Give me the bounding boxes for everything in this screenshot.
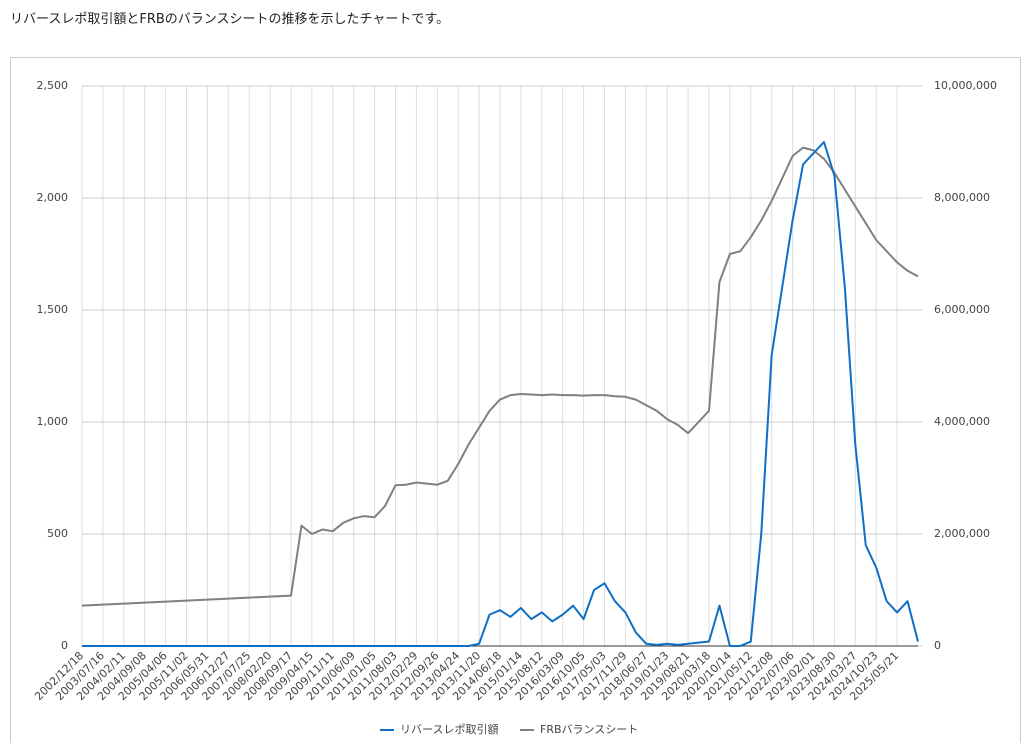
y2-tick-label: 6,000,000 <box>934 303 990 316</box>
y2-tick-label: 10,000,000 <box>934 79 997 92</box>
y2-tick-label: 8,000,000 <box>934 191 990 204</box>
chart-frame <box>10 57 1021 743</box>
y-tick-label: 0 <box>61 639 68 652</box>
y2-tick-label: 2,000,000 <box>934 527 990 540</box>
y-tick-label: 2,000 <box>37 191 69 204</box>
y2-tick-label: 0 <box>934 639 941 652</box>
y-tick-label: 2,500 <box>37 79 69 92</box>
y2-tick-label: 4,000,000 <box>934 415 990 428</box>
y-tick-label: 1,000 <box>37 415 69 428</box>
legend-label: FRBバランスシート <box>540 723 638 736</box>
description: リバースレポ取引額とFRBのバランスシートの推移を示したチャートです。 <box>10 12 450 27</box>
y-tick-label: 1,500 <box>37 303 69 316</box>
series-line <box>81 146 919 607</box>
series-line <box>82 141 919 647</box>
y-tick-label: 500 <box>47 527 68 540</box>
legend-label: リバースレポ取引額 <box>400 722 498 736</box>
